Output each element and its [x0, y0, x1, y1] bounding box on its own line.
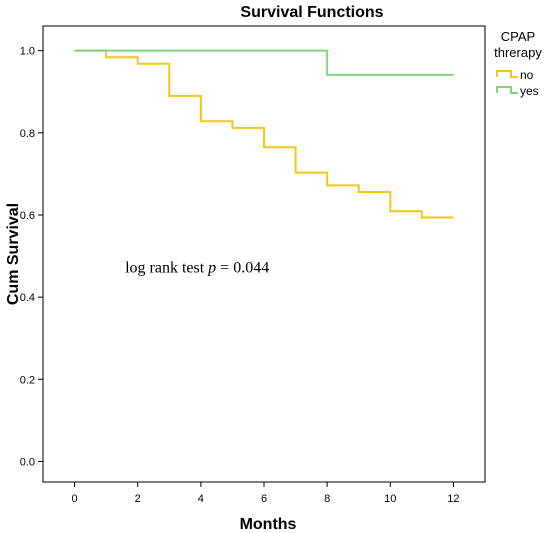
chart-title: Survival Functions	[240, 4, 383, 21]
x-tick-label: 0	[72, 493, 78, 505]
x-tick-label: 2	[135, 493, 141, 505]
x-tick-label: 6	[261, 493, 267, 505]
series-line-yes	[74, 49, 454, 76]
legend-title-line2: threrapy	[494, 45, 542, 60]
annotation-p-value-symbol: p	[207, 259, 216, 276]
legend-title-line1: CPAP	[501, 29, 535, 44]
legend-swatch-yes	[496, 86, 518, 94]
x-tick-label: 4	[198, 493, 204, 505]
legend-swatch-no	[496, 70, 518, 78]
series-layer	[74, 49, 454, 219]
legend: CPAP threrapy no yes	[494, 29, 542, 98]
y-tick-label: 0.4	[20, 292, 35, 304]
series-line-no	[74, 49, 454, 219]
annotation-suffix: = 0.044	[216, 259, 269, 276]
annotation-prefix: log rank test	[125, 259, 208, 276]
legend-items: no yes	[496, 68, 539, 98]
x-axis: 0 2 4 6 8 10 12	[72, 482, 460, 505]
x-axis-label: Months	[240, 516, 297, 533]
y-tick-label: 1.0	[20, 46, 35, 58]
y-tick-label: 0.8	[20, 128, 35, 140]
x-tick-label: 12	[447, 493, 459, 505]
legend-label-yes: yes	[520, 84, 539, 98]
y-tick-label: 0.2	[20, 374, 35, 386]
y-tick-label: 0.0	[20, 456, 35, 468]
y-tick-label: 0.6	[20, 210, 35, 222]
y-axis-label: Cum Survival	[5, 203, 22, 305]
x-tick-label: 10	[384, 493, 396, 505]
plot-frame	[42, 25, 486, 483]
x-tick-label: 8	[324, 493, 330, 505]
log-rank-annotation: log rank test p = 0.044	[125, 259, 269, 276]
legend-label-no: no	[520, 68, 534, 82]
y-axis: 0.0 0.2 0.4 0.6 0.8 1.0	[20, 46, 43, 468]
